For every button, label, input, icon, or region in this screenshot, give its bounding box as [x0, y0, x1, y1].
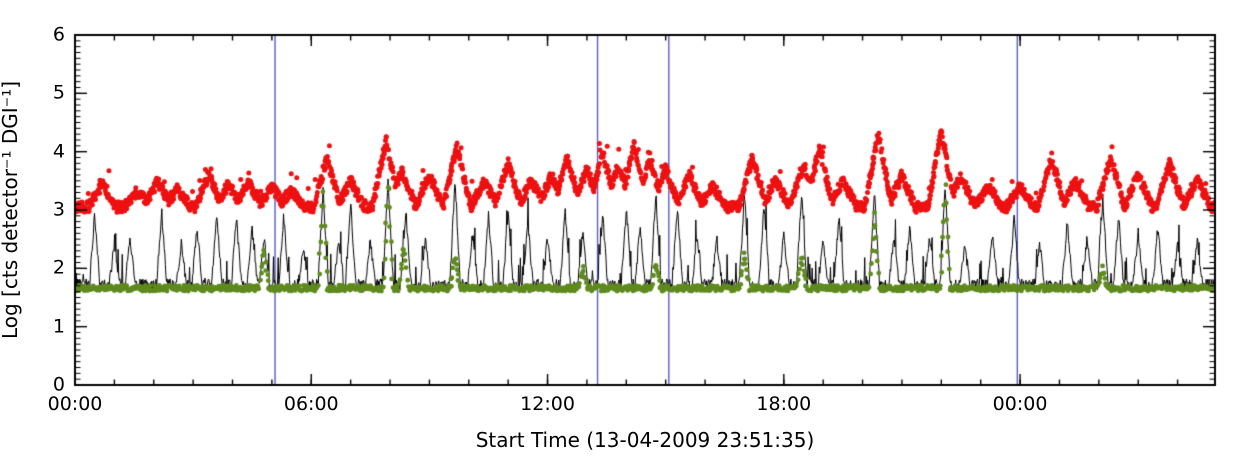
y-tick-label: 2 [52, 256, 65, 279]
y-tick-label: 0 [52, 373, 65, 396]
x-axis-title: Start Time (13-04-2009 23:51:35) [475, 428, 815, 452]
y-axis-title: Log [cts detector⁻¹ DGI⁻¹] [0, 80, 22, 340]
x-tick-label: 00:00 [47, 393, 103, 415]
y-tick-label: 6 [52, 23, 65, 46]
y-tick-label: 3 [52, 198, 65, 221]
y-tick-label: 5 [52, 81, 65, 104]
x-tick-label: 18:00 [756, 393, 812, 415]
x-tick-label: 00:00 [992, 393, 1048, 415]
x-tick-label: 06:00 [283, 393, 339, 415]
x-tick-label: 12:00 [520, 393, 575, 415]
y-tick-label: 1 [52, 315, 65, 338]
y-tick-label: 4 [52, 140, 65, 163]
